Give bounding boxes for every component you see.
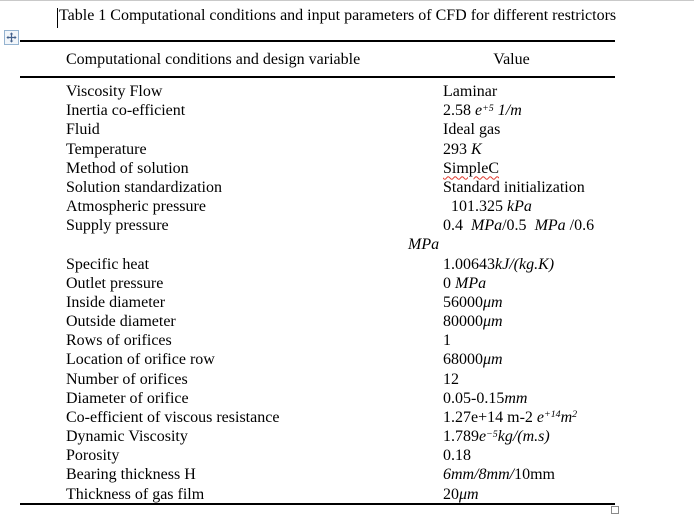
row-value[interactable]: SimpleC — [443, 159, 500, 177]
row-value[interactable]: 0.4 MPa/0.5 MPa /0.6 MPa — [408, 217, 599, 254]
row-label[interactable]: Specific heat — [66, 255, 150, 273]
row-label[interactable]: Rows of orifices — [66, 332, 172, 350]
row-value[interactable]: 80000μm — [443, 313, 503, 331]
column-header-value[interactable]: Value — [493, 51, 530, 68]
table-row[interactable]: Dynamic Viscosity 1.789e−5kg/(m.s) — [66, 427, 694, 446]
row-value[interactable]: 1.27e+14 m-2 e+14m2 — [443, 408, 578, 426]
row-label[interactable]: Number of orifices — [66, 370, 188, 388]
row-value[interactable]: 2.58 e+5 1/m — [443, 102, 522, 120]
table-top-border — [20, 40, 615, 42]
table-row[interactable]: Temperature 293 K — [66, 140, 694, 159]
row-label[interactable]: Inside diameter — [66, 293, 166, 311]
table-row[interactable]: Viscosity Flow Laminar — [66, 82, 694, 101]
table-row[interactable]: Specific heat 1.00643kJ/(kg.K) — [66, 255, 694, 274]
table-row[interactable]: Porosity 0.18 — [66, 446, 694, 465]
row-value[interactable]: 0 MPa — [443, 274, 487, 292]
row-label[interactable]: Fluid — [66, 121, 100, 139]
row-label[interactable]: Inertia co-efficient — [66, 102, 186, 120]
row-value[interactable]: Standard initialization — [443, 178, 585, 196]
row-value[interactable]: 1 — [443, 332, 451, 350]
row-value[interactable]: 12 — [443, 370, 459, 388]
table-row[interactable]: Location of orifice row 68000μm — [66, 350, 694, 369]
row-value[interactable]: 0.18 — [443, 447, 471, 465]
row-label[interactable]: Viscosity Flow — [66, 83, 163, 100]
row-value[interactable]: Ideal gas — [443, 121, 501, 139]
row-value[interactable]: 56000μm — [443, 293, 503, 311]
table-row[interactable]: Inside diameter 56000μm — [66, 293, 694, 312]
table-row[interactable]: Atmospheric pressure 101.325 kPa — [66, 197, 694, 216]
table-bottom-border — [20, 503, 615, 505]
row-label[interactable]: Temperature — [66, 140, 147, 158]
table-row[interactable]: Outlet pressure 0 MPa — [66, 274, 694, 293]
row-label[interactable]: Thickness of gas film — [66, 485, 205, 503]
table-resize-handle[interactable] — [611, 506, 619, 514]
header-divider — [20, 76, 615, 78]
text-cursor — [57, 8, 58, 28]
row-value[interactable]: 1.00643kJ/(kg.K) — [443, 255, 555, 273]
row-label[interactable]: Location of orifice row — [66, 351, 215, 369]
table-row[interactable]: Number of orifices 12 — [66, 370, 694, 389]
table-row[interactable]: Outside diameter 80000μm — [66, 312, 694, 331]
row-value[interactable]: 1.789e−5kg/(m.s) — [443, 428, 550, 446]
table-caption[interactable]: Table 1 Computational conditions and inp… — [59, 7, 617, 24]
row-value[interactable]: 0.05-0.15mm — [443, 389, 528, 407]
row-label[interactable]: Co-efficient of viscous resistance — [66, 408, 280, 426]
table-row[interactable]: Supply pressure 0.4 MPa/0.5 MPa /0.6 MPa — [66, 216, 694, 254]
row-label[interactable]: Outlet pressure — [66, 274, 164, 292]
row-label[interactable]: Supply pressure — [66, 217, 169, 235]
row-label[interactable]: Porosity — [66, 447, 120, 465]
table-row[interactable]: Bearing thickness H 6mm/8mm/10mm — [66, 465, 694, 484]
move-icon — [6, 32, 17, 43]
row-label[interactable]: Diameter of orifice — [66, 389, 189, 407]
row-label[interactable]: Outside diameter — [66, 313, 176, 331]
table-move-handle[interactable] — [4, 30, 19, 45]
row-value[interactable]: 293 K — [443, 140, 482, 158]
table-row[interactable]: Rows of orifices 1 — [66, 331, 694, 350]
row-label[interactable]: Dynamic Viscosity — [66, 428, 188, 446]
column-header-conditions[interactable]: Computational conditions and design vari… — [66, 51, 361, 68]
row-value[interactable]: 101.325 kPa — [443, 198, 532, 216]
table-row[interactable]: Method of solution SimpleC — [66, 159, 694, 178]
row-label[interactable]: Bearing thickness H — [66, 466, 196, 484]
table-row[interactable]: Inertia co-efficient 2.58 e+5 1/m — [66, 101, 694, 120]
table-row[interactable]: Co-efficient of viscous resistance 1.27e+… — [66, 408, 694, 427]
table-rows: Viscosity Flow Laminar Inertia co-efficien… — [66, 82, 694, 504]
row-label[interactable]: Method of solution — [66, 159, 189, 177]
table-row[interactable]: Fluid Ideal gas — [66, 120, 694, 139]
table-row[interactable]: Diameter of orifice 0.05-0.15mm — [66, 389, 694, 408]
row-label[interactable]: Atmospheric pressure — [66, 198, 206, 216]
table-row[interactable]: Thickness of gas film 20μm — [66, 485, 694, 504]
row-label[interactable]: Solution standardization — [66, 178, 222, 196]
row-value[interactable]: 20μm — [443, 485, 479, 503]
row-value[interactable]: 6mm/8mm/10mm — [443, 466, 555, 484]
row-value[interactable]: Laminar — [443, 83, 498, 100]
table-row[interactable]: Solution standardization Standard initial… — [66, 178, 694, 197]
row-value[interactable]: 68000μm — [443, 351, 503, 369]
